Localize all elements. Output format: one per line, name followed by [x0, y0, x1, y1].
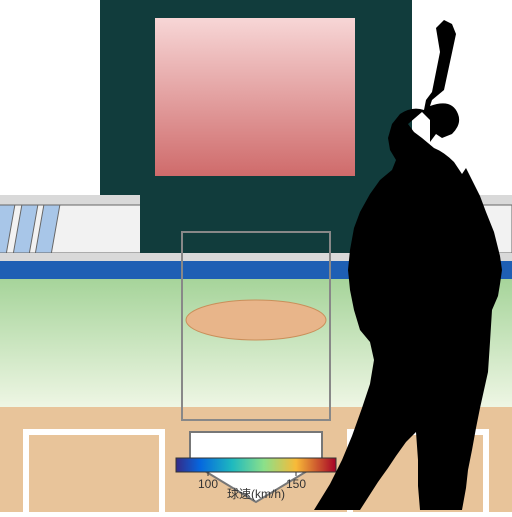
speed-legend-bar [176, 458, 336, 472]
scene-svg: 100 150 球速(km/h) [0, 0, 512, 512]
scoreboard-screen [155, 18, 355, 176]
speed-tick-label: 100 [198, 477, 218, 491]
pitchers-mound [186, 300, 326, 340]
baseball-pitch-scene: 100 150 球速(km/h) [0, 0, 512, 512]
speed-legend-caption: 球速(km/h) [227, 487, 285, 501]
scoreboard-base [140, 195, 372, 253]
speed-tick-label: 150 [286, 477, 306, 491]
